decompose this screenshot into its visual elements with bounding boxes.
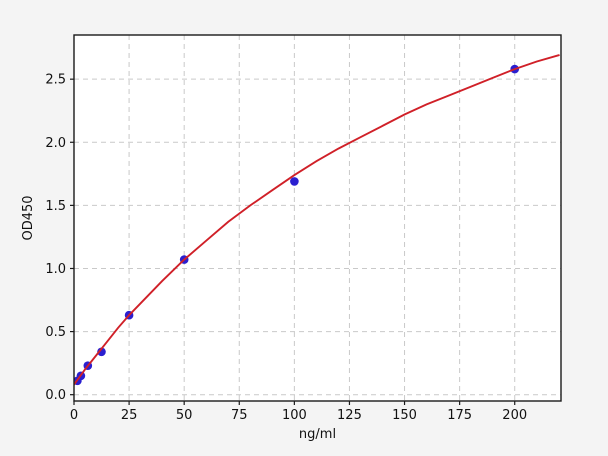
y-tick-label: 0.5 — [45, 325, 66, 340]
y-tick-label: 2.0 — [45, 136, 66, 151]
y-axis-label: OD450 — [21, 195, 36, 241]
x-tick-label: 200 — [502, 408, 527, 423]
x-tick-label: 125 — [337, 408, 362, 423]
data-point — [97, 347, 106, 357]
plot-border — [73, 34, 562, 402]
y-tick-label: 0.0 — [45, 388, 66, 403]
tick-labels: 0 25 50 75 100 125 150 175 200 0.0 0.5 1.0 1.5 2.0 2.5 — [45, 73, 527, 423]
series-layer — [74, 54, 560, 386]
y-tick-label: 2.5 — [45, 73, 66, 88]
y-tick-label: 1.5 — [45, 199, 66, 214]
data-point — [290, 177, 299, 186]
x-tick-label: 75 — [231, 408, 248, 423]
x-tick-label: 50 — [176, 408, 193, 423]
x-tick-label: 100 — [282, 408, 307, 423]
x-tick-label: 0 — [70, 408, 78, 423]
y-tick-label: 1.0 — [45, 262, 66, 277]
x-tick-label: 150 — [392, 408, 417, 423]
plot-area — [74, 35, 561, 401]
axis-ticks — [70, 78, 516, 405]
grid-lines — [73, 35, 561, 401]
fitted-curve — [74, 54, 560, 386]
x-tick-label: 175 — [447, 408, 472, 423]
x-axis-label: ng/ml — [298, 427, 337, 442]
x-tick-label: 25 — [121, 408, 138, 423]
